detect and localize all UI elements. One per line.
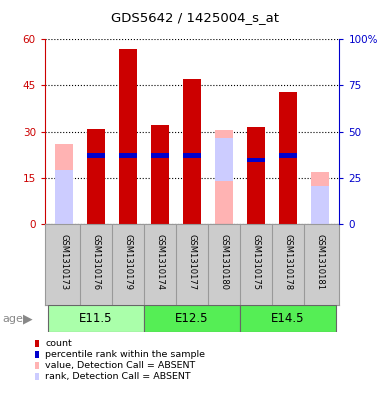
Text: GSM1310181: GSM1310181 [316, 234, 324, 290]
Bar [48, 305, 144, 332]
Bar [87, 129, 105, 224]
Bar [279, 153, 297, 158]
Text: GSM1310179: GSM1310179 [124, 234, 133, 290]
Bar [151, 125, 169, 224]
Text: GDS5642 / 1425004_s_at: GDS5642 / 1425004_s_at [111, 11, 279, 24]
Bar [247, 127, 265, 224]
Text: E11.5: E11.5 [79, 312, 113, 325]
Text: GSM1310176: GSM1310176 [92, 234, 101, 290]
Text: age: age [2, 314, 23, 324]
Text: GSM1310178: GSM1310178 [284, 234, 292, 290]
Bar [119, 48, 137, 224]
Text: GSM1310180: GSM1310180 [220, 234, 229, 290]
Text: E12.5: E12.5 [176, 312, 209, 325]
Bar [119, 153, 137, 158]
Text: E14.5: E14.5 [271, 312, 305, 325]
Bar [311, 185, 329, 224]
Text: ▶: ▶ [23, 312, 32, 326]
Bar [151, 153, 169, 158]
Bar [247, 158, 265, 162]
Bar [240, 305, 336, 332]
Text: count: count [45, 339, 72, 348]
Bar [183, 153, 201, 158]
Bar [183, 79, 201, 224]
Bar [55, 144, 73, 224]
Bar [279, 92, 297, 224]
Bar [144, 305, 240, 332]
Text: GSM1310173: GSM1310173 [60, 234, 69, 290]
Text: GSM1310174: GSM1310174 [156, 234, 165, 290]
Text: value, Detection Call = ABSENT: value, Detection Call = ABSENT [45, 361, 195, 370]
Text: percentile rank within the sample: percentile rank within the sample [45, 350, 205, 359]
Bar [87, 153, 105, 158]
Bar [215, 138, 233, 181]
Text: GSM1310175: GSM1310175 [252, 234, 261, 290]
Bar [55, 170, 73, 224]
Text: rank, Detection Call = ABSENT: rank, Detection Call = ABSENT [45, 372, 191, 381]
Bar [311, 172, 329, 224]
Text: GSM1310177: GSM1310177 [188, 234, 197, 290]
Bar [215, 130, 233, 224]
